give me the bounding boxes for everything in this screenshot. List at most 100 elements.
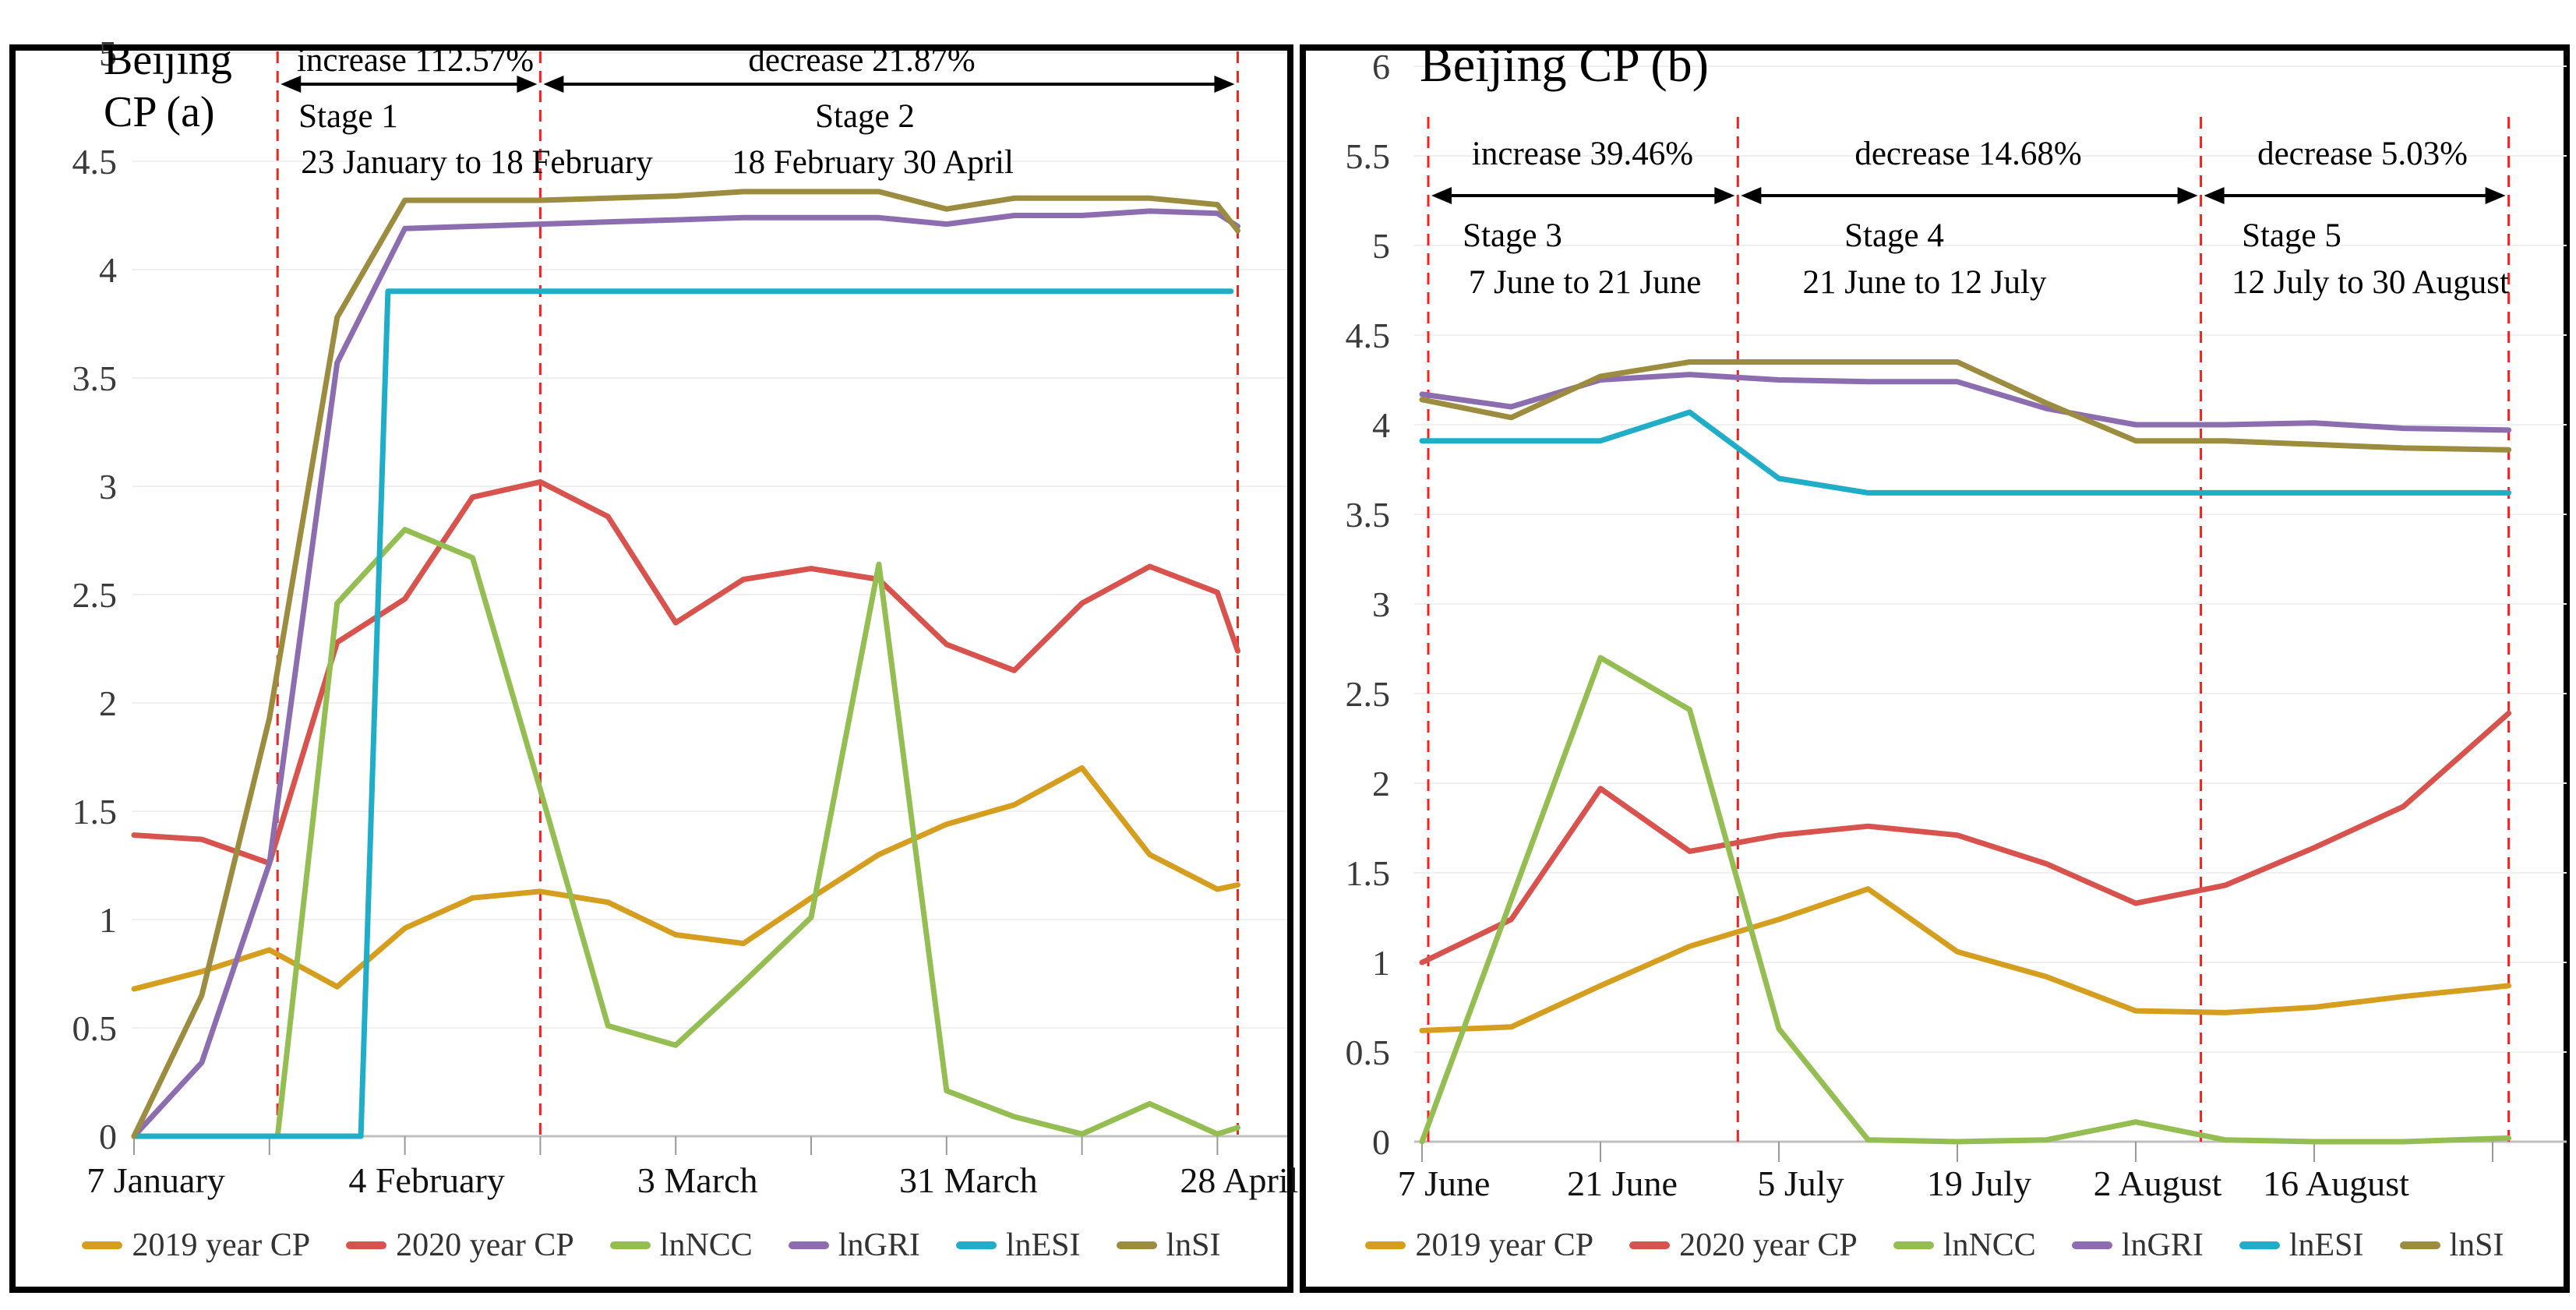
- y-tick-label: 0.5: [1346, 1033, 1391, 1072]
- legend-item-2020-year-CP: 2020 year CP: [346, 1227, 574, 1264]
- series-line-2020-year-CP: [1419, 710, 2512, 966]
- legend-swatch-icon: [1893, 1241, 1934, 1249]
- legend-item-lnSI: lnSI: [1116, 1227, 1221, 1264]
- y-tick-label: 1.5: [72, 792, 118, 832]
- legend-item-lnNCC: lnNCC: [609, 1227, 753, 1264]
- x-tick-label: 21 June: [1567, 1163, 1678, 1203]
- chart-b-title: Beijing CP (b): [1420, 37, 1709, 92]
- y-tick-label: 1: [99, 900, 117, 940]
- annotation-stage: Stage 5: [2242, 217, 2341, 254]
- y-tick-label: 3.5: [72, 358, 118, 398]
- x-tick-label: 31 March: [899, 1160, 1038, 1200]
- legend-label: lnESI: [1005, 1227, 1081, 1263]
- series-line-lnGRI: [1419, 372, 2512, 433]
- x-tick-label: 28 April: [1180, 1160, 1298, 1200]
- x-tick-label: 5 July: [1757, 1163, 1844, 1203]
- y-tick-label: 4.5: [72, 142, 118, 182]
- annotation-period: 7 June to 21 June: [1469, 264, 1702, 301]
- annotation-change: increase 112.57%: [297, 42, 534, 79]
- y-tick-label: 3: [99, 467, 117, 507]
- y-tick-label: 3: [1372, 584, 1390, 624]
- x-tick-label: 7 January: [86, 1160, 225, 1200]
- legend-item-lnNCC: lnNCC: [1893, 1227, 2036, 1264]
- y-tick-label: 4: [1372, 405, 1390, 445]
- legend-item-2019-year-CP: 2019 year CP: [82, 1227, 310, 1264]
- y-tick-label: 2: [1372, 764, 1390, 803]
- y-tick-label: 5: [1372, 226, 1390, 266]
- series-line-lnESI: [131, 288, 1234, 1139]
- series-line-lnESI: [1419, 409, 2512, 496]
- y-tick-label: 0.5: [72, 1008, 118, 1048]
- panel-b-border: [1300, 44, 2570, 1293]
- y-tick-label: 6: [1372, 47, 1390, 87]
- y-tick-label: 1.5: [1346, 853, 1391, 893]
- y-tick-label: 1: [1372, 943, 1390, 983]
- arrowhead-left-icon: [1741, 187, 1762, 204]
- annotation-change: decrease 21.87%: [748, 42, 975, 79]
- annotation-stage: Stage 3: [1463, 217, 1562, 254]
- legend-label: lnSI: [2449, 1227, 2504, 1263]
- legend-label: lnSI: [1166, 1227, 1221, 1263]
- y-tick-label: 4.5: [1346, 316, 1391, 355]
- y-tick-label: 2: [99, 683, 117, 723]
- legend-item-lnGRI: lnGRI: [788, 1227, 920, 1264]
- chart-b-legend: 2019 year CP 2020 year CP lnNCC lnGRI lnESI l…: [1306, 1220, 2564, 1270]
- legend-swatch-icon: [609, 1241, 651, 1249]
- legend-swatch-icon: [2399, 1241, 2440, 1249]
- y-tick-label: 2.5: [1346, 674, 1391, 714]
- legend-swatch-icon: [1116, 1241, 1157, 1249]
- x-tick-label: 2 August: [2094, 1163, 2222, 1203]
- arrowhead-right-icon: [2485, 187, 2506, 204]
- legend-swatch-icon: [955, 1241, 997, 1249]
- arrowhead-right-icon: [2177, 187, 2198, 204]
- y-tick-label: 5.5: [1346, 136, 1391, 176]
- arrowhead-left-icon: [281, 76, 302, 93]
- legend-swatch-icon: [2071, 1241, 2112, 1249]
- series-line-2020-year-CP: [131, 478, 1240, 867]
- annotation-change: decrease 5.03%: [2257, 136, 2468, 172]
- arrowhead-right-icon: [517, 76, 538, 93]
- legend-label: lnESI: [2288, 1227, 2364, 1263]
- annotation-change: increase 39.46%: [1472, 136, 1693, 172]
- y-tick-label: 4: [99, 250, 117, 290]
- legend-swatch-icon: [788, 1241, 829, 1249]
- series-line-lnSI: [1419, 359, 2512, 453]
- legend-swatch-icon: [1629, 1241, 1671, 1249]
- series-line-2019-year-CP: [131, 764, 1240, 992]
- x-tick-label: 16 August: [2263, 1163, 2409, 1203]
- y-tick-label: 5: [99, 34, 117, 73]
- annotation-period: 18 February 30 April: [732, 144, 1014, 181]
- annotation-stage: Stage 1: [298, 98, 398, 135]
- y-tick-label: 3.5: [1346, 495, 1391, 535]
- legend-item-lnSI: lnSI: [2399, 1227, 2504, 1264]
- legend-item-2020-year-CP: 2020 year CP: [1629, 1227, 1858, 1264]
- arrowhead-left-icon: [1431, 187, 1452, 204]
- series-line-2019-year-CP: [1419, 886, 2512, 1033]
- x-tick-label: 3 March: [637, 1160, 758, 1200]
- annotation-change: decrease 14.68%: [1854, 136, 2081, 172]
- legend-item-lnESI: lnESI: [2239, 1227, 2364, 1264]
- legend-label: lnGRI: [2121, 1227, 2204, 1263]
- arrowhead-right-icon: [1714, 187, 1735, 204]
- y-tick-label: 2.5: [72, 575, 118, 615]
- chart-a-title: Beijing CP (a): [104, 36, 232, 137]
- annotation-period: 21 June to 12 July: [1803, 264, 2047, 301]
- legend-item-lnESI: lnESI: [955, 1227, 1081, 1264]
- legend-item-lnGRI: lnGRI: [2071, 1227, 2204, 1264]
- series-line-lnGRI: [131, 208, 1240, 1139]
- annotation-period: 12 July to 30 August: [2232, 264, 2509, 301]
- series-line-lnNCC: [1419, 655, 2512, 1145]
- legend-swatch-icon: [1365, 1241, 1406, 1249]
- legend-swatch-icon: [2239, 1241, 2280, 1249]
- legend-label: lnGRI: [838, 1227, 920, 1263]
- legend-label: lnNCC: [659, 1227, 753, 1263]
- arrowhead-left-icon: [543, 76, 564, 93]
- arrowhead-left-icon: [2204, 187, 2225, 204]
- series-line-lnSI: [131, 189, 1240, 1139]
- legend-swatch-icon: [346, 1241, 387, 1249]
- x-tick-label: 4 February: [348, 1160, 505, 1200]
- legend-swatch-icon: [82, 1241, 123, 1249]
- arrowhead-right-icon: [1214, 76, 1235, 93]
